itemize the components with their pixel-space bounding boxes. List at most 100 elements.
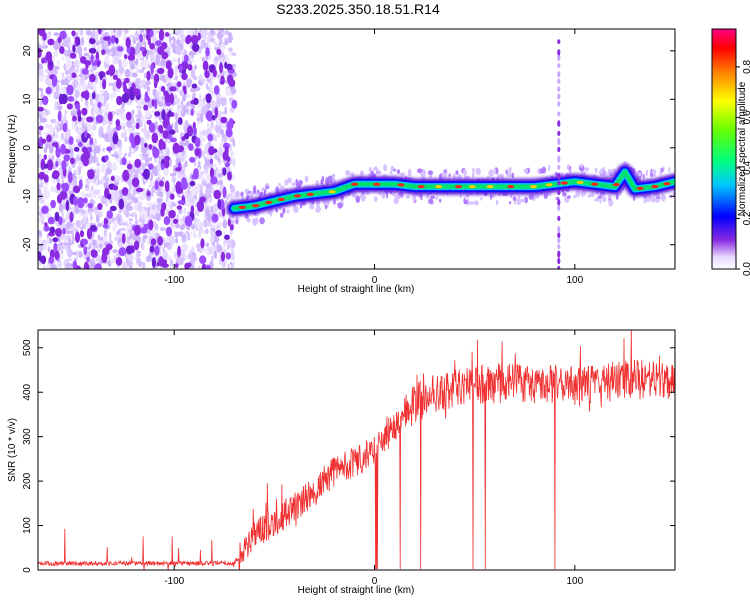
track-halo bbox=[548, 164, 551, 172]
noise-speckle bbox=[89, 210, 92, 217]
noise-speckle bbox=[203, 220, 208, 228]
noise-speckle bbox=[222, 186, 227, 198]
noise-speckle bbox=[161, 202, 167, 212]
noise-speckle bbox=[185, 191, 188, 199]
spike-dot bbox=[557, 265, 561, 269]
noise-speckle bbox=[86, 228, 93, 240]
track-halo bbox=[524, 196, 528, 204]
noise-speckle bbox=[38, 153, 42, 157]
noise-speckle bbox=[96, 60, 101, 67]
noise-speckle bbox=[67, 171, 73, 183]
noise-speckle bbox=[70, 109, 76, 118]
noise-speckle bbox=[200, 247, 207, 253]
noise-speckle bbox=[42, 40, 46, 47]
noise-speckle bbox=[109, 93, 113, 101]
noise-speckle bbox=[54, 250, 60, 260]
noise-speckle bbox=[72, 251, 78, 256]
noise-speckle bbox=[156, 198, 163, 203]
noise-speckle bbox=[146, 70, 151, 81]
noise-speckle bbox=[72, 115, 77, 122]
noise-speckle bbox=[133, 186, 136, 192]
noise-speckle bbox=[156, 67, 165, 75]
noise-speckle bbox=[120, 218, 124, 225]
track-halo bbox=[265, 185, 270, 189]
track-halo bbox=[505, 169, 508, 175]
noise-speckle bbox=[213, 44, 220, 48]
noise-speckle bbox=[93, 146, 97, 156]
noise-speckle bbox=[63, 242, 68, 247]
noise-speckle bbox=[230, 247, 234, 256]
noise-speckle bbox=[217, 199, 221, 209]
noise-speckle bbox=[131, 72, 138, 78]
noise-speckle bbox=[61, 249, 64, 254]
spike-dot bbox=[557, 137, 561, 146]
noise-speckle bbox=[123, 128, 127, 138]
noise-speckle bbox=[134, 33, 138, 39]
noise-speckle bbox=[56, 182, 61, 191]
noise-speckle bbox=[181, 72, 188, 80]
noise-speckle bbox=[180, 180, 188, 190]
noise-speckle bbox=[227, 192, 233, 199]
noise-speckle bbox=[174, 263, 179, 269]
noise-speckle bbox=[181, 29, 185, 35]
noise-speckle bbox=[38, 106, 44, 112]
track-halo bbox=[455, 170, 459, 175]
noise-speckle bbox=[66, 103, 73, 110]
noise-speckle bbox=[152, 89, 156, 97]
noise-speckle bbox=[201, 57, 205, 62]
spectrogram-y-tick-label: 0 bbox=[22, 145, 33, 151]
noise-speckle bbox=[43, 163, 49, 169]
noise-speckle bbox=[38, 230, 42, 238]
noise-speckle bbox=[104, 48, 111, 54]
track-halo bbox=[490, 194, 492, 200]
noise-speckle bbox=[103, 175, 108, 182]
noise-speckle bbox=[155, 40, 162, 47]
track-halo bbox=[441, 172, 448, 180]
noise-speckle bbox=[225, 252, 231, 260]
track-halo bbox=[509, 193, 513, 199]
noise-speckle bbox=[175, 112, 178, 121]
noise-speckle bbox=[104, 102, 110, 111]
noise-speckle bbox=[40, 177, 43, 187]
noise-speckle bbox=[115, 69, 118, 75]
noise-speckle bbox=[129, 91, 135, 101]
noise-speckle bbox=[159, 226, 166, 232]
track-halo bbox=[295, 178, 299, 187]
track-halo bbox=[645, 169, 649, 177]
noise-speckle bbox=[205, 228, 209, 235]
spike-dot bbox=[557, 205, 561, 211]
noise-speckle bbox=[134, 224, 141, 236]
track-halo bbox=[602, 196, 607, 202]
noise-speckle bbox=[81, 238, 88, 245]
noise-speckle bbox=[207, 133, 214, 142]
noise-speckle bbox=[102, 224, 109, 229]
noise-speckle bbox=[63, 154, 71, 162]
noise-speckle bbox=[205, 264, 211, 269]
noise-speckle bbox=[122, 261, 127, 269]
track-halo bbox=[287, 177, 292, 184]
track-halo bbox=[642, 173, 645, 180]
noise-speckle bbox=[133, 88, 141, 97]
noise-speckle bbox=[186, 215, 193, 227]
noise-speckle bbox=[141, 127, 148, 133]
noise-speckle bbox=[190, 68, 196, 79]
noise-speckle bbox=[136, 107, 141, 111]
noise-speckle bbox=[86, 178, 91, 187]
noise-speckle bbox=[59, 242, 64, 246]
noise-speckle bbox=[196, 219, 202, 229]
noise-speckle bbox=[105, 167, 112, 175]
noise-speckle bbox=[74, 204, 80, 214]
noise-speckle bbox=[97, 194, 102, 199]
track-halo bbox=[472, 171, 475, 178]
noise-speckle bbox=[95, 214, 100, 223]
noise-speckle bbox=[48, 256, 54, 264]
noise-speckle bbox=[204, 70, 210, 79]
noise-speckle bbox=[201, 130, 206, 136]
noise-speckle bbox=[148, 157, 153, 162]
noise-speckle bbox=[92, 123, 96, 132]
noise-speckle bbox=[176, 81, 182, 88]
noise-speckle bbox=[108, 82, 113, 87]
noise-speckle bbox=[39, 100, 43, 106]
noise-speckle bbox=[157, 46, 165, 55]
